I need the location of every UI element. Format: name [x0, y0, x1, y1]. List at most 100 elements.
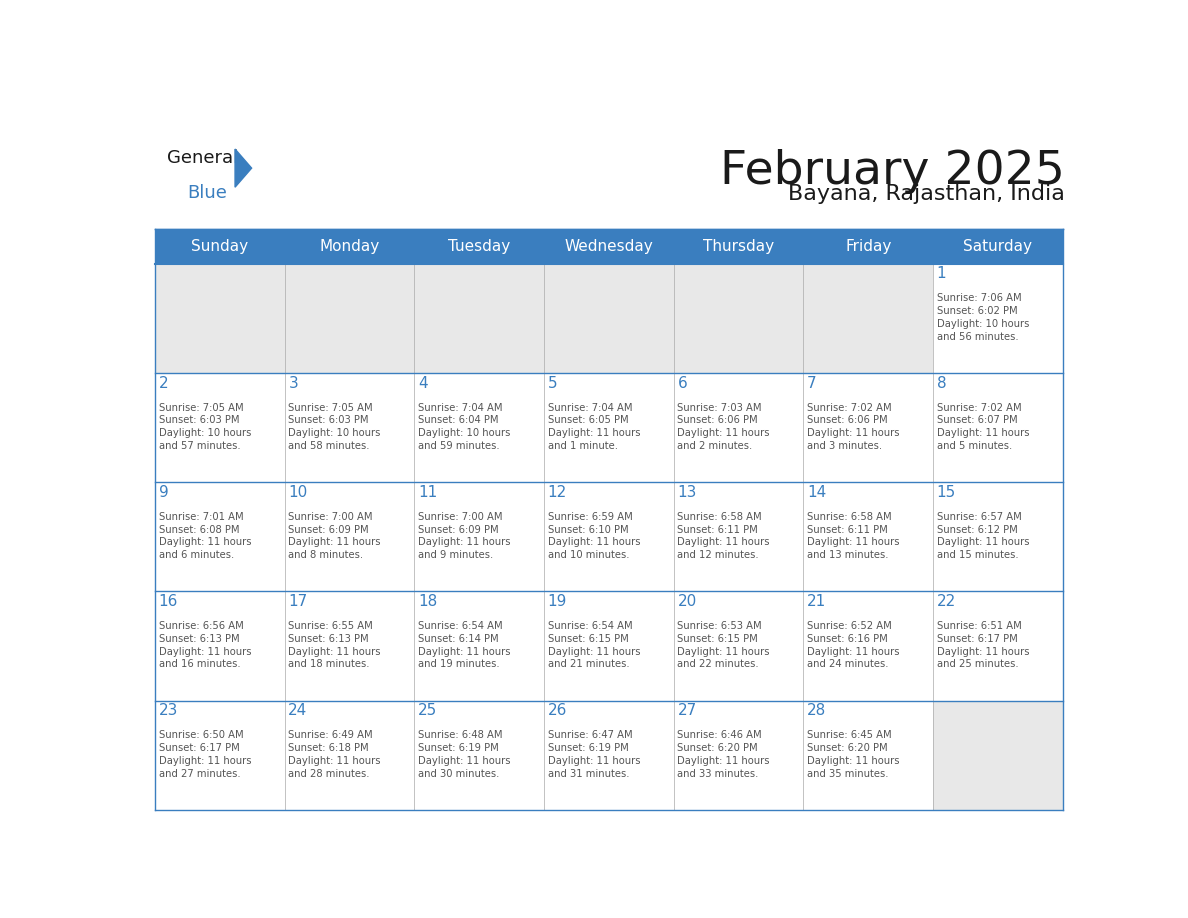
Bar [544, 700, 674, 810]
Text: Sunrise: 6:48 AM
Sunset: 6:19 PM
Daylight: 11 hours
and 30 minutes.: Sunrise: 6:48 AM Sunset: 6:19 PM Dayligh… [418, 731, 511, 778]
Bar [285, 263, 415, 373]
Text: 19: 19 [548, 594, 567, 610]
Text: Sunrise: 6:47 AM
Sunset: 6:19 PM
Daylight: 11 hours
and 31 minutes.: Sunrise: 6:47 AM Sunset: 6:19 PM Dayligh… [548, 731, 640, 778]
Bar [544, 373, 674, 482]
Text: 4: 4 [418, 375, 428, 391]
Text: 18: 18 [418, 594, 437, 610]
Text: Sunrise: 6:46 AM
Sunset: 6:20 PM
Daylight: 11 hours
and 33 minutes.: Sunrise: 6:46 AM Sunset: 6:20 PM Dayligh… [677, 731, 770, 778]
Bar [803, 482, 933, 591]
Text: Sunrise: 7:06 AM
Sunset: 6:02 PM
Daylight: 10 hours
and 56 minutes.: Sunrise: 7:06 AM Sunset: 6:02 PM Dayligh… [937, 293, 1029, 341]
Text: Sunrise: 7:03 AM
Sunset: 6:06 PM
Daylight: 11 hours
and 2 minutes.: Sunrise: 7:03 AM Sunset: 6:06 PM Dayligh… [677, 402, 770, 451]
Bar [933, 373, 1063, 482]
Text: Wednesday: Wednesday [564, 239, 653, 253]
Text: Sunrise: 6:45 AM
Sunset: 6:20 PM
Daylight: 11 hours
and 35 minutes.: Sunrise: 6:45 AM Sunset: 6:20 PM Dayligh… [807, 731, 899, 778]
Bar [415, 263, 544, 373]
Bar [154, 373, 285, 482]
Bar [544, 591, 674, 700]
Text: Sunrise: 7:05 AM
Sunset: 6:03 PM
Daylight: 10 hours
and 58 minutes.: Sunrise: 7:05 AM Sunset: 6:03 PM Dayligh… [289, 402, 380, 451]
Text: 27: 27 [677, 703, 696, 719]
Bar [933, 482, 1063, 591]
Text: Sunday: Sunday [191, 239, 248, 253]
Bar [154, 591, 285, 700]
Bar [803, 263, 933, 373]
Text: 2: 2 [159, 375, 169, 391]
Text: Sunrise: 6:49 AM
Sunset: 6:18 PM
Daylight: 11 hours
and 28 minutes.: Sunrise: 6:49 AM Sunset: 6:18 PM Dayligh… [289, 731, 381, 778]
Bar [933, 591, 1063, 700]
Bar [803, 373, 933, 482]
Text: 8: 8 [937, 375, 947, 391]
Text: 20: 20 [677, 594, 696, 610]
Bar [803, 591, 933, 700]
Text: 23: 23 [159, 703, 178, 719]
Text: Sunrise: 6:58 AM
Sunset: 6:11 PM
Daylight: 11 hours
and 13 minutes.: Sunrise: 6:58 AM Sunset: 6:11 PM Dayligh… [807, 512, 899, 560]
Bar [285, 373, 415, 482]
Text: 12: 12 [548, 485, 567, 500]
Text: February 2025: February 2025 [720, 149, 1064, 194]
Bar [674, 700, 803, 810]
Text: 22: 22 [937, 594, 956, 610]
Bar [415, 591, 544, 700]
Bar [674, 591, 803, 700]
Text: Sunrise: 6:57 AM
Sunset: 6:12 PM
Daylight: 11 hours
and 15 minutes.: Sunrise: 6:57 AM Sunset: 6:12 PM Dayligh… [937, 512, 1029, 560]
Text: Bayana, Rajasthan, India: Bayana, Rajasthan, India [788, 185, 1064, 205]
Text: 28: 28 [807, 703, 827, 719]
Bar [154, 229, 1063, 263]
Text: Saturday: Saturday [963, 239, 1032, 253]
Polygon shape [235, 149, 252, 187]
Text: 24: 24 [289, 703, 308, 719]
Text: Sunrise: 7:00 AM
Sunset: 6:09 PM
Daylight: 11 hours
and 8 minutes.: Sunrise: 7:00 AM Sunset: 6:09 PM Dayligh… [289, 512, 381, 560]
Text: 16: 16 [159, 594, 178, 610]
Text: Sunrise: 6:55 AM
Sunset: 6:13 PM
Daylight: 11 hours
and 18 minutes.: Sunrise: 6:55 AM Sunset: 6:13 PM Dayligh… [289, 621, 381, 669]
Text: Sunrise: 6:53 AM
Sunset: 6:15 PM
Daylight: 11 hours
and 22 minutes.: Sunrise: 6:53 AM Sunset: 6:15 PM Dayligh… [677, 621, 770, 669]
Bar [674, 482, 803, 591]
Text: 15: 15 [937, 485, 956, 500]
Text: Sunrise: 6:58 AM
Sunset: 6:11 PM
Daylight: 11 hours
and 12 minutes.: Sunrise: 6:58 AM Sunset: 6:11 PM Dayligh… [677, 512, 770, 560]
Text: 13: 13 [677, 485, 696, 500]
Bar [415, 482, 544, 591]
Text: 5: 5 [548, 375, 557, 391]
Text: Sunrise: 7:02 AM
Sunset: 6:07 PM
Daylight: 11 hours
and 5 minutes.: Sunrise: 7:02 AM Sunset: 6:07 PM Dayligh… [937, 402, 1029, 451]
Bar [285, 482, 415, 591]
Text: Sunrise: 6:56 AM
Sunset: 6:13 PM
Daylight: 11 hours
and 16 minutes.: Sunrise: 6:56 AM Sunset: 6:13 PM Dayligh… [159, 621, 251, 669]
Bar [415, 373, 544, 482]
Bar [154, 482, 285, 591]
Bar [674, 373, 803, 482]
Bar [415, 700, 544, 810]
Bar [544, 482, 674, 591]
Text: Thursday: Thursday [703, 239, 775, 253]
Text: Sunrise: 7:04 AM
Sunset: 6:04 PM
Daylight: 10 hours
and 59 minutes.: Sunrise: 7:04 AM Sunset: 6:04 PM Dayligh… [418, 402, 511, 451]
Text: 3: 3 [289, 375, 298, 391]
Bar [154, 700, 285, 810]
Text: 21: 21 [807, 594, 827, 610]
Text: Sunrise: 7:05 AM
Sunset: 6:03 PM
Daylight: 10 hours
and 57 minutes.: Sunrise: 7:05 AM Sunset: 6:03 PM Dayligh… [159, 402, 251, 451]
Text: Sunrise: 6:51 AM
Sunset: 6:17 PM
Daylight: 11 hours
and 25 minutes.: Sunrise: 6:51 AM Sunset: 6:17 PM Dayligh… [937, 621, 1029, 669]
Text: 6: 6 [677, 375, 687, 391]
Text: 26: 26 [548, 703, 567, 719]
Text: 10: 10 [289, 485, 308, 500]
Text: Sunrise: 6:50 AM
Sunset: 6:17 PM
Daylight: 11 hours
and 27 minutes.: Sunrise: 6:50 AM Sunset: 6:17 PM Dayligh… [159, 731, 251, 778]
Text: Sunrise: 7:02 AM
Sunset: 6:06 PM
Daylight: 11 hours
and 3 minutes.: Sunrise: 7:02 AM Sunset: 6:06 PM Dayligh… [807, 402, 899, 451]
Text: Monday: Monday [320, 239, 380, 253]
Bar [544, 263, 674, 373]
Bar [285, 591, 415, 700]
Bar [933, 263, 1063, 373]
Bar [803, 700, 933, 810]
Text: Sunrise: 6:54 AM
Sunset: 6:14 PM
Daylight: 11 hours
and 19 minutes.: Sunrise: 6:54 AM Sunset: 6:14 PM Dayligh… [418, 621, 511, 669]
Text: Tuesday: Tuesday [448, 239, 511, 253]
Text: 25: 25 [418, 703, 437, 719]
Bar [674, 263, 803, 373]
Text: 14: 14 [807, 485, 827, 500]
Text: Sunrise: 7:01 AM
Sunset: 6:08 PM
Daylight: 11 hours
and 6 minutes.: Sunrise: 7:01 AM Sunset: 6:08 PM Dayligh… [159, 512, 251, 560]
Bar [154, 263, 285, 373]
Text: Friday: Friday [845, 239, 891, 253]
Text: 9: 9 [159, 485, 169, 500]
Text: Sunrise: 6:59 AM
Sunset: 6:10 PM
Daylight: 11 hours
and 10 minutes.: Sunrise: 6:59 AM Sunset: 6:10 PM Dayligh… [548, 512, 640, 560]
Text: Sunrise: 7:00 AM
Sunset: 6:09 PM
Daylight: 11 hours
and 9 minutes.: Sunrise: 7:00 AM Sunset: 6:09 PM Dayligh… [418, 512, 511, 560]
Text: General: General [166, 149, 238, 167]
Text: Sunrise: 7:04 AM
Sunset: 6:05 PM
Daylight: 11 hours
and 1 minute.: Sunrise: 7:04 AM Sunset: 6:05 PM Dayligh… [548, 402, 640, 451]
Text: Sunrise: 6:54 AM
Sunset: 6:15 PM
Daylight: 11 hours
and 21 minutes.: Sunrise: 6:54 AM Sunset: 6:15 PM Dayligh… [548, 621, 640, 669]
Text: Sunrise: 6:52 AM
Sunset: 6:16 PM
Daylight: 11 hours
and 24 minutes.: Sunrise: 6:52 AM Sunset: 6:16 PM Dayligh… [807, 621, 899, 669]
Text: Blue: Blue [188, 185, 227, 202]
Text: 1: 1 [937, 266, 947, 282]
Text: 11: 11 [418, 485, 437, 500]
